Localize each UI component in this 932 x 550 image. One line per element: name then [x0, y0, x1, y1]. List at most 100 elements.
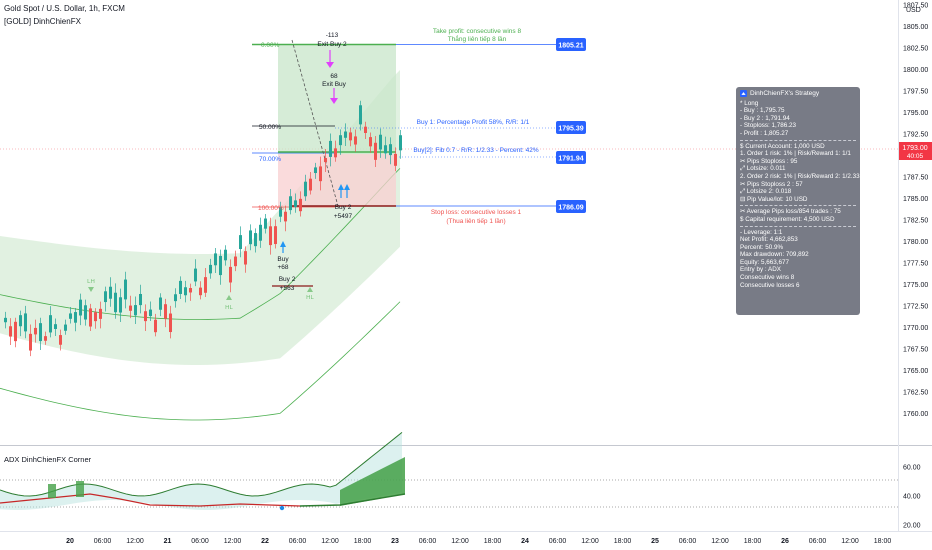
candle[interactable]	[54, 324, 57, 330]
candle[interactable]	[249, 230, 252, 245]
candle[interactable]	[159, 297, 162, 310]
candle[interactable]	[384, 145, 387, 154]
candle[interactable]	[194, 268, 197, 282]
candle[interactable]	[329, 140, 332, 157]
candle[interactable]	[29, 333, 32, 351]
candle[interactable]	[109, 286, 112, 299]
candle[interactable]	[114, 292, 117, 313]
candle[interactable]	[174, 294, 177, 302]
candle[interactable]	[74, 312, 77, 323]
candle[interactable]	[199, 287, 202, 296]
exit-buy2-marker[interactable]	[326, 50, 334, 68]
candle[interactable]	[134, 305, 137, 316]
candle[interactable]	[64, 324, 67, 331]
time-axis[interactable]: 20 06:00 12:00 21 06:00 12:00 22 06:00 12:00 18:0…	[66, 538, 891, 545]
candle[interactable]	[129, 305, 132, 311]
candle[interactable]	[19, 315, 22, 327]
candle[interactable]	[234, 256, 237, 267]
candle[interactable]	[209, 264, 212, 274]
candle[interactable]	[379, 134, 382, 150]
buy2-price-tag[interactable]: 1791.94	[556, 151, 586, 164]
candle[interactable]	[79, 299, 82, 316]
candle[interactable]	[269, 226, 272, 246]
candle[interactable]	[44, 336, 47, 341]
band-fill	[0, 70, 400, 365]
candle[interactable]	[154, 319, 157, 333]
candle[interactable]	[4, 317, 7, 323]
candle[interactable]	[14, 321, 17, 342]
candles[interactable]	[4, 100, 402, 357]
candle[interactable]	[104, 291, 107, 303]
candle[interactable]	[144, 311, 147, 322]
candle[interactable]	[334, 148, 337, 158]
exit-buy-marker[interactable]	[330, 88, 338, 104]
candle[interactable]	[254, 233, 257, 247]
candle[interactable]	[244, 251, 247, 265]
candle[interactable]	[289, 196, 292, 211]
candle[interactable]	[9, 326, 12, 337]
candle[interactable]	[24, 313, 27, 332]
tp-price-tag[interactable]: 1805.21	[556, 38, 586, 51]
candle[interactable]	[284, 211, 287, 222]
candle[interactable]	[34, 327, 37, 335]
buy1-price-tag[interactable]: 1795.39	[556, 121, 586, 134]
candle[interactable]	[319, 166, 322, 182]
candle[interactable]	[229, 266, 232, 283]
candle[interactable]	[349, 132, 352, 141]
buy-left-marker[interactable]	[280, 241, 286, 253]
candle[interactable]	[344, 131, 347, 138]
candle[interactable]	[309, 178, 312, 191]
candle[interactable]	[279, 207, 282, 217]
candle[interactable]	[39, 323, 42, 342]
candle[interactable]	[304, 181, 307, 197]
candle[interactable]	[139, 293, 142, 306]
candle[interactable]	[184, 287, 187, 296]
candle[interactable]	[124, 279, 127, 300]
candle[interactable]	[264, 218, 267, 229]
candle[interactable]	[219, 255, 222, 276]
candle[interactable]	[164, 304, 167, 319]
sl-price-tag[interactable]: 1786.09	[556, 200, 586, 213]
candle[interactable]	[59, 335, 62, 345]
candle[interactable]	[189, 288, 192, 293]
buy2-entry-marker[interactable]	[338, 184, 350, 198]
candle[interactable]	[204, 277, 207, 293]
strategy-tooltip[interactable]: DinhChienFX's Strategy * Long - Buy : 1,7…	[736, 87, 860, 315]
adx-axis[interactable]: 60.00 40.00 20.00	[903, 465, 921, 530]
candle[interactable]	[399, 135, 402, 151]
candle[interactable]	[94, 312, 97, 322]
candle[interactable]	[259, 224, 262, 241]
candle[interactable]	[314, 167, 317, 174]
candle[interactable]	[49, 315, 52, 333]
candle[interactable]	[369, 137, 372, 147]
candle[interactable]	[179, 280, 182, 294]
indicator-legend[interactable]: [GOLD] DinhChienFX	[4, 16, 81, 27]
price-tick: 1807.50	[903, 3, 928, 10]
candle[interactable]	[169, 313, 172, 333]
candle[interactable]	[149, 309, 152, 317]
candle[interactable]	[119, 297, 122, 313]
candle[interactable]	[354, 136, 357, 145]
candle[interactable]	[339, 135, 342, 146]
candle[interactable]	[214, 253, 217, 266]
candle[interactable]	[324, 158, 327, 163]
candle[interactable]	[294, 200, 297, 207]
candle[interactable]	[374, 142, 377, 160]
candle[interactable]	[224, 249, 227, 261]
candle[interactable]	[69, 313, 72, 319]
candle[interactable]	[394, 153, 397, 166]
candle[interactable]	[389, 144, 392, 156]
candle[interactable]	[84, 305, 87, 320]
price-axis[interactable]: 1807.50 1805.00 1802.50 1800.00 1797.50 1795.…	[903, 3, 928, 419]
symbol-legend[interactable]: Gold Spot / U.S. Dollar, 1h, FXCM	[4, 3, 125, 14]
candle[interactable]	[364, 126, 367, 133]
candle[interactable]	[359, 105, 362, 125]
candle[interactable]	[89, 308, 92, 327]
candle[interactable]	[239, 235, 242, 250]
candle[interactable]	[274, 226, 277, 245]
candle[interactable]	[99, 308, 102, 319]
current-price-tag[interactable]: 1793.00 40:05	[899, 142, 932, 160]
candle[interactable]	[299, 198, 302, 212]
